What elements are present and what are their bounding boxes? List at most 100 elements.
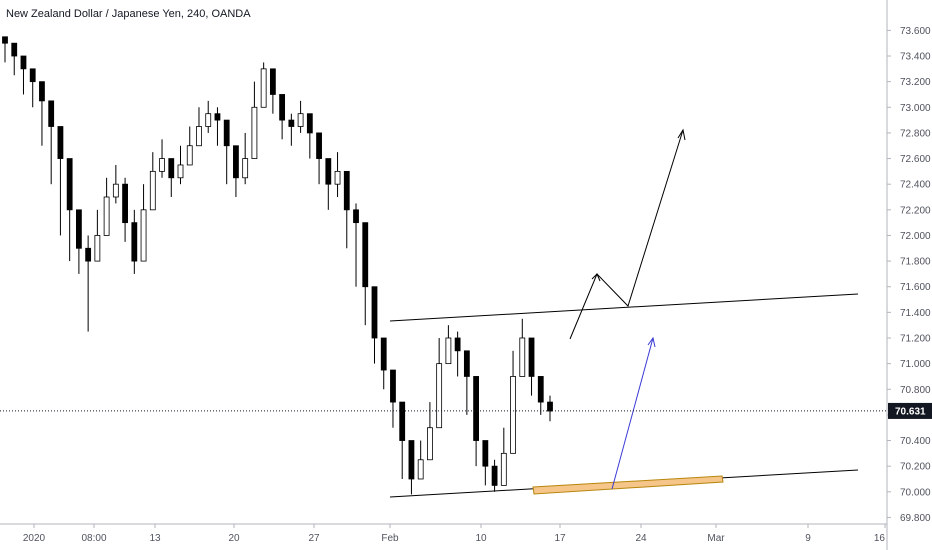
time-tick-label: 2020 bbox=[23, 533, 46, 544]
candle-body bbox=[519, 337, 526, 377]
candle-body bbox=[140, 209, 147, 262]
candle-body bbox=[399, 401, 406, 441]
time-tick-label: Mar bbox=[707, 533, 725, 544]
candle-body bbox=[297, 113, 304, 127]
candle-body bbox=[380, 337, 387, 371]
candle-body bbox=[473, 376, 480, 441]
candle-body bbox=[131, 222, 138, 262]
candle-body bbox=[233, 145, 239, 179]
price-tick-label: 70.400 bbox=[900, 436, 931, 447]
candle-body bbox=[537, 376, 544, 403]
candle-body bbox=[103, 196, 110, 236]
candle-body bbox=[417, 459, 424, 480]
blue-arrow[interactable] bbox=[611, 336, 656, 490]
time-axis: 2020 08:00 13 20 27 Feb 10 17 24 Mar 9 16 bbox=[23, 524, 886, 544]
price-tick-label: 72.800 bbox=[900, 128, 931, 139]
candles-group bbox=[2, 36, 553, 495]
candle-body bbox=[11, 42, 18, 57]
candle-body bbox=[242, 158, 249, 179]
candle-body bbox=[29, 68, 36, 83]
time-tick-label: Feb bbox=[381, 533, 399, 544]
candle-body bbox=[177, 164, 184, 179]
candle-body bbox=[223, 119, 230, 147]
candle-body bbox=[445, 337, 452, 365]
projection-path bbox=[569, 129, 684, 340]
time-tick-label: 27 bbox=[308, 533, 320, 544]
candle-body bbox=[205, 113, 212, 127]
candle-body bbox=[463, 350, 470, 377]
demand-zone[interactable] bbox=[532, 475, 724, 495]
candle-body bbox=[149, 170, 156, 211]
time-tick-label: 10 bbox=[475, 533, 487, 544]
candle-body bbox=[528, 337, 535, 377]
plot-area bbox=[0, 0, 887, 524]
candle-body bbox=[112, 183, 119, 198]
demand-zone-rect[interactable] bbox=[532, 475, 724, 495]
price-tick-label: 70.200 bbox=[900, 462, 931, 473]
candle-body bbox=[196, 126, 202, 147]
price-tick-label: 71.200 bbox=[900, 333, 931, 344]
price-tick-label: 73.400 bbox=[900, 52, 931, 63]
chart-title: New Zealand Dollar / Japanese Yen, 240, … bbox=[6, 8, 251, 20]
candle-body bbox=[159, 158, 165, 172]
candle-body bbox=[436, 363, 443, 429]
last-price-tag bbox=[888, 402, 932, 419]
upper-channel-line[interactable] bbox=[389, 293, 859, 322]
candle-body bbox=[269, 68, 276, 95]
candle-body bbox=[371, 286, 378, 339]
candle-body bbox=[306, 113, 313, 134]
time-tick-label: 20 bbox=[228, 533, 240, 544]
time-tick-label: 24 bbox=[635, 533, 647, 544]
candle-body bbox=[260, 68, 267, 108]
candle-body bbox=[482, 440, 489, 467]
candle-body bbox=[316, 132, 322, 159]
candle-body bbox=[343, 170, 350, 211]
price-tick-label: 71.600 bbox=[900, 282, 931, 293]
candle-body bbox=[390, 369, 396, 403]
candle-body bbox=[353, 209, 359, 224]
candle-body bbox=[325, 158, 332, 185]
price-tick-label: 73.600 bbox=[900, 26, 931, 37]
candle-body bbox=[251, 106, 258, 159]
candle-body bbox=[168, 158, 175, 179]
candle-body bbox=[20, 55, 27, 70]
price-tick-label: 70.000 bbox=[900, 487, 931, 498]
candle-body bbox=[66, 158, 73, 211]
candle-body bbox=[122, 183, 128, 224]
price-tick-label: 73.000 bbox=[900, 103, 931, 114]
blue-arrowhead bbox=[647, 336, 656, 348]
candle-body bbox=[85, 247, 92, 262]
price-tick-label: 71.800 bbox=[900, 257, 931, 268]
price-axis: 73.600 73.400 73.200 73.000 72.800 72.600 72.4… bbox=[887, 26, 931, 524]
last-price-value: 70.631 bbox=[895, 406, 926, 417]
candle-body bbox=[279, 94, 286, 121]
arrowhead-final bbox=[677, 128, 686, 141]
time-tick-label: 9 bbox=[805, 533, 811, 544]
price-tick-label: 72.400 bbox=[900, 180, 931, 191]
price-tick-label: 72.000 bbox=[900, 231, 931, 242]
price-tick-label: 71.400 bbox=[900, 308, 931, 319]
price-tick-label: 70.800 bbox=[900, 385, 931, 396]
candle-body bbox=[39, 81, 45, 102]
time-tick-label: 17 bbox=[554, 533, 566, 544]
candle-body bbox=[288, 119, 295, 127]
candle-body bbox=[491, 465, 498, 486]
candle-body bbox=[186, 145, 193, 166]
candle-body bbox=[94, 235, 101, 262]
price-tick-label: 69.800 bbox=[900, 513, 931, 524]
blue-arrow-line bbox=[611, 337, 654, 490]
time-tick-label: 16 bbox=[874, 533, 886, 544]
price-tick-label: 71.000 bbox=[900, 359, 931, 370]
candle-body bbox=[75, 209, 82, 249]
candle-body bbox=[510, 376, 516, 454]
price-tick-label: 72.200 bbox=[900, 205, 931, 216]
candle-body bbox=[500, 452, 507, 486]
candle-body bbox=[362, 222, 369, 288]
time-tick-label: 13 bbox=[149, 533, 161, 544]
candle-body bbox=[547, 401, 553, 412]
arrowhead-first bbox=[591, 273, 601, 282]
candle-body bbox=[334, 170, 341, 185]
projection-arrow[interactable] bbox=[569, 128, 686, 340]
time-tick-label: 08:00 bbox=[81, 533, 106, 544]
